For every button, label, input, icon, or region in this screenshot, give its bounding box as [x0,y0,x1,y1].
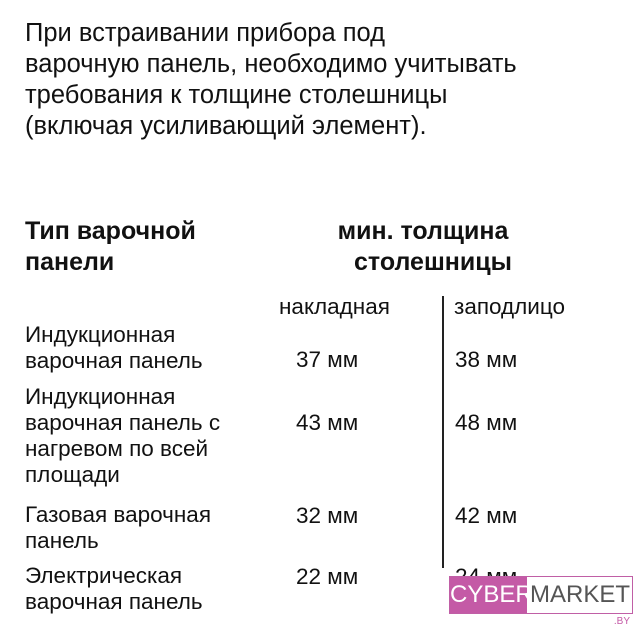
row-name-line: варочная панель с [25,410,221,435]
intro-text: При встраивании прибора под варочную пан… [25,18,517,142]
flush-value: 48 мм [455,410,518,435]
flush-value: 42 мм [455,503,518,528]
row-name: Электрическая варочная панель [25,563,203,615]
overlay-value: 37 мм [296,347,359,372]
row-name-line: Индукционная [25,322,176,347]
row-name-line: Газовая варочная [25,502,211,527]
row-name: Индукционная варочная панель с нагревом по… [25,384,220,488]
flush-value: 38 мм [455,347,518,372]
row-name-line: панель [25,528,99,553]
overlay-value: 43 мм [296,410,359,435]
row-name-line: нагревом по всей [25,436,209,461]
column-overlay: накладная [279,294,390,319]
header-type: Тип варочной панели [25,216,196,278]
row-name-line: площади [25,462,120,487]
row-name-line: Индукционная [25,384,176,409]
intro-line: При встраивании прибора под [25,19,386,47]
intro-line: (включая усиливающий элемент). [25,112,427,140]
header-min-thickness: мин. толщина столешницы [318,216,558,278]
row-name-line: Электрическая [25,563,183,588]
row-name: Индукционная варочная панель [25,322,203,374]
overlay-value: 22 мм [296,564,359,589]
intro-line: требования к толщине столешницы [25,81,448,109]
row-name-line: варочная панель [25,589,203,614]
column-divider [442,296,444,568]
row-name: Газовая варочная панель [25,502,211,554]
header-line: мин. толщина [337,217,509,245]
header-line: столешницы [354,248,512,276]
intro-line: варочную панель, необходимо учитывать [25,50,517,78]
logo-part: CYBER [450,577,533,613]
cybermarket-logo: CYBER MARKET .BY [449,576,633,627]
overlay-value: 32 мм [296,503,359,528]
row-name-line: варочная панель [25,348,203,373]
logo-part: MARKET [530,581,631,608]
header-line: Тип варочной [25,217,196,245]
header-line: панели [25,248,115,276]
logo-part: .BY [613,616,630,627]
column-flush: заподлицо [454,294,566,319]
